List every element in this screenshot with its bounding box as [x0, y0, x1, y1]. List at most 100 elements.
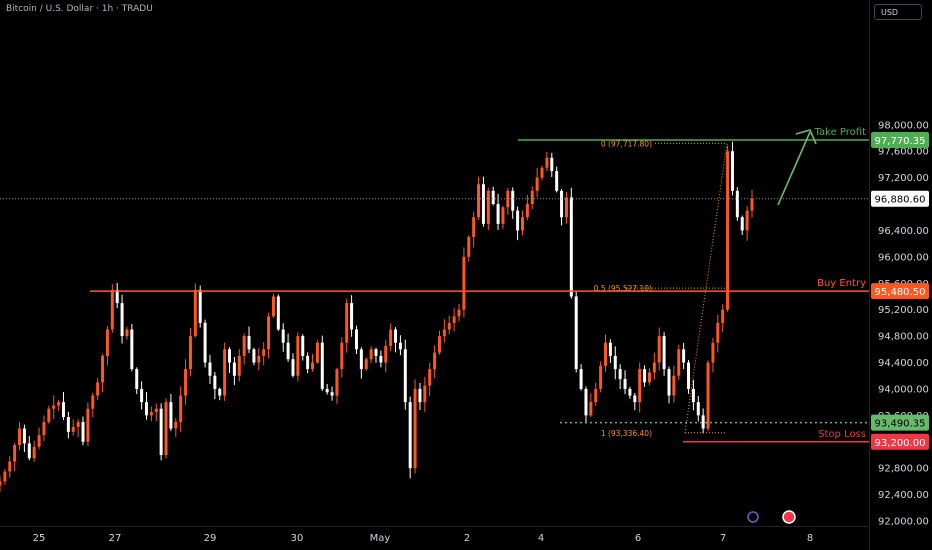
candle-body [271, 296, 275, 317]
candle-body [462, 256, 466, 310]
stop-loss-price-label: 93,200.00 [875, 438, 926, 449]
candle-body [37, 435, 41, 447]
time-tick-label: 29 [204, 533, 217, 544]
price-tick-label: 92,800.00 [878, 464, 929, 475]
price-tick-label: 92,400.00 [878, 490, 929, 501]
candle-body [672, 375, 676, 396]
candle-body [745, 210, 749, 231]
candle-body [594, 388, 598, 403]
candle-body [276, 296, 280, 330]
candle-body [379, 355, 383, 363]
candle-body [618, 369, 622, 380]
take-profit-price-box [871, 131, 929, 148]
candle-body [325, 388, 329, 393]
candle-body [613, 355, 617, 370]
candle-body [125, 329, 129, 337]
candle-body [315, 342, 319, 363]
candle-body [154, 408, 158, 413]
fib-level-label: 1 (93,336.40) [601, 429, 652, 438]
candle-body [164, 402, 168, 455]
candle-body [467, 237, 471, 257]
currency-button[interactable]: USD [874, 4, 922, 20]
candle-body [447, 322, 451, 330]
candle-body [267, 316, 271, 350]
candle-body [701, 415, 705, 429]
buy-entry-label: Buy Entry [817, 278, 866, 289]
candle-body [8, 461, 12, 472]
candle-body [394, 329, 398, 343]
candle-body [213, 375, 217, 389]
candle-body [584, 388, 588, 416]
candle-body [296, 336, 300, 376]
axis-separator [869, 0, 870, 550]
candle-body [647, 372, 651, 383]
candle-body [599, 365, 603, 389]
candle-body [511, 190, 515, 211]
candle-body [364, 359, 368, 370]
candle-body [413, 388, 417, 469]
candle-body [520, 217, 524, 231]
candle-body [633, 395, 637, 403]
candle-body [242, 336, 246, 356]
candle-body [711, 342, 715, 363]
candle-body [730, 151, 734, 191]
candle-body [608, 342, 612, 356]
candle-body [86, 408, 90, 442]
candle-body [423, 385, 427, 403]
time-axis[interactable]: 25 27 29 30 May 2 4 6 7 8 [33, 533, 814, 544]
price-tick-label: 94,000.00 [878, 384, 929, 395]
candle-body [501, 207, 505, 224]
take-profit-label: Take Profit [814, 127, 867, 138]
candle-body [740, 217, 744, 231]
candle-body [208, 362, 212, 376]
candle-body [545, 157, 549, 168]
candle-body [687, 362, 691, 389]
candle-body [350, 303, 354, 330]
candle-body [345, 303, 349, 343]
price-tick-label: 97,600.00 [878, 147, 929, 158]
time-tick-label: May [370, 533, 391, 544]
candle-body [32, 446, 36, 459]
candle-body [550, 157, 554, 172]
support-price-label: 93,490.35 [875, 419, 926, 430]
candle-body [418, 388, 422, 403]
event-icon [747, 511, 759, 523]
candle-body [652, 362, 656, 373]
candle-body [232, 362, 236, 376]
candle-body [442, 329, 446, 337]
candle-body [354, 329, 358, 350]
candle-body [228, 349, 232, 363]
candle-body [76, 421, 80, 427]
candle-body [27, 443, 31, 459]
candle-body [130, 329, 134, 370]
candle-body [13, 445, 17, 462]
candle-body [389, 329, 393, 347]
candle-body [184, 369, 188, 396]
candle-body [721, 309, 725, 323]
candle-body [71, 426, 75, 432]
candle-body [403, 349, 407, 403]
candle-body [320, 342, 324, 389]
candle-body [369, 349, 373, 360]
candle-body [486, 190, 490, 224]
price-tick-label: 92,000.00 [878, 517, 929, 528]
candle-body [3, 471, 7, 482]
candle-body [628, 388, 632, 396]
candle-body [433, 352, 437, 370]
up-arrow-shaft [777, 131, 811, 206]
candle-body [110, 289, 114, 330]
support-price-box [871, 414, 929, 431]
candle-body [340, 342, 344, 370]
candle-body [555, 171, 559, 191]
price-axis[interactable]: 98,000.00 97,600.00 97,200.00 96,400.00 96,0… [871, 120, 929, 528]
candle-body [374, 349, 378, 356]
candle-body [638, 369, 642, 403]
candle-body [301, 336, 305, 356]
candle-body [311, 362, 315, 370]
candle-body [237, 355, 241, 376]
candle-body [105, 329, 109, 356]
candle-body [179, 395, 183, 422]
take-profit-price-label: 97,770.35 [875, 136, 926, 147]
time-tick-label: 7 [720, 533, 726, 544]
